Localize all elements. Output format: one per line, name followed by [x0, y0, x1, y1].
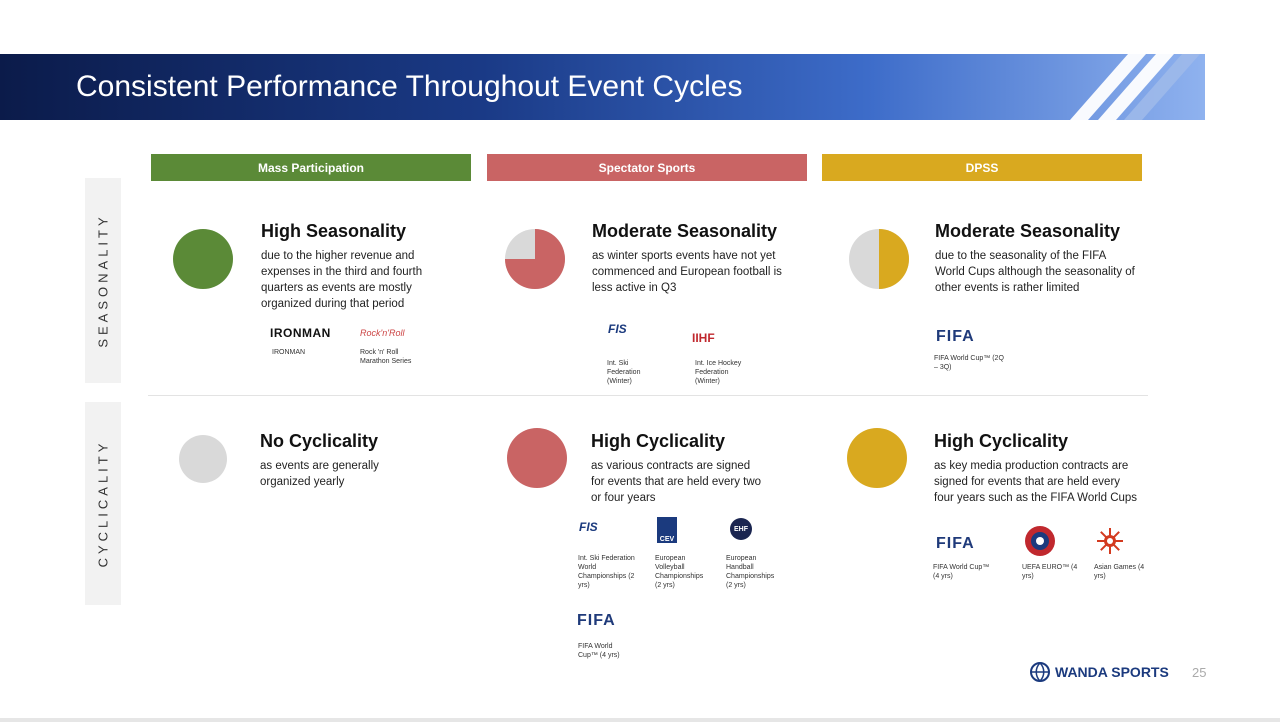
- header-label: DPSS: [965, 160, 999, 175]
- row-divider: [148, 395, 1148, 396]
- rock-n-roll-caption: Rock 'n' Roll Marathon Series: [360, 349, 412, 365]
- cyclicality-indicator-full-dpss: [847, 428, 907, 488]
- rock-n-roll-logo: Rock'n'Roll: [360, 328, 405, 338]
- cev-caption: European Volleyball Championships (2 yrs…: [655, 555, 704, 589]
- uefa-caption: UEFA EURO™ (4 yrs): [1022, 564, 1078, 580]
- header-label: Spectator Sports: [598, 160, 696, 175]
- header-label: Mass Participation: [257, 160, 365, 175]
- seasonality-indicator-three-quarter: [505, 229, 565, 289]
- ehf-logo: EHF: [730, 518, 752, 540]
- seasonality-indicator-full: [173, 229, 233, 289]
- asian-games-logo-icon: [1097, 528, 1123, 554]
- seasonality-desc-dpss: due to the seasonality of the FIFA World…: [935, 250, 1135, 294]
- cyclicality-title-dpss: High Cyclicality: [934, 431, 1069, 451]
- slide-title: Consistent Performance Throughout Event …: [76, 70, 743, 103]
- top-margin: [0, 0, 1280, 52]
- cyclicality-indicator-empty: [179, 435, 227, 483]
- iihf-logo: IIHF: [692, 331, 715, 345]
- fifa-logo: FIFA: [577, 612, 616, 629]
- seasonality-row-label: SEASONALITY: [85, 178, 121, 383]
- seasonality-indicator-half: [849, 229, 909, 289]
- seasonality-title-dpss: Moderate Seasonality: [935, 221, 1121, 241]
- ironman-caption: IRONMAN: [272, 349, 306, 356]
- uefa-logo-icon: [1025, 526, 1055, 556]
- header-mass-participation: Mass Participation: [151, 154, 471, 181]
- fifa-logo: FIFA: [936, 535, 975, 552]
- fifa-logo: FIFA: [936, 328, 975, 345]
- fis-logo: FIS: [608, 322, 627, 336]
- fifa-caption: FIFA World Cup™ (2Q – 3Q): [934, 355, 1004, 371]
- fis-caption: Int. Ski Federation (Winter): [607, 360, 641, 385]
- bottom-border: [0, 718, 1280, 722]
- brand-name: WANDA SPORTS: [1055, 664, 1169, 680]
- brand-logo: WANDA SPORTS: [1030, 662, 1169, 682]
- wanda-globe-icon: [1030, 662, 1050, 682]
- title-banner: Consistent Performance Throughout Event …: [0, 54, 1205, 120]
- seasonality-desc-mass: due to the higher revenue and expenses i…: [261, 250, 423, 310]
- cyclicality-desc-spectator: as various contracts are signed for even…: [591, 460, 762, 504]
- seasonality-title-mass: High Seasonality: [261, 221, 407, 241]
- cyclicality-desc-mass: as events are generally organized yearly: [260, 460, 379, 488]
- fifa-wc-caption: FIFA World Cup™ (4 yrs): [933, 564, 990, 580]
- cev-logo: CEV: [657, 517, 677, 543]
- page-number: 25: [1192, 665, 1207, 680]
- ehf-caption: European Handball Championships (2 yrs): [726, 555, 775, 589]
- cyclicality-row-label: CYCLICALITY: [85, 402, 121, 605]
- cyclicality-title-spectator: High Cyclicality: [591, 431, 726, 451]
- cyclicality-label-text: CYCLICALITY: [95, 439, 111, 568]
- asian-games-caption: Asian Games (4 yrs): [1094, 564, 1145, 580]
- header-spectator-sports: Spectator Sports: [487, 154, 807, 181]
- seasonality-label-text: SEASONALITY: [95, 213, 111, 348]
- cyclicality-indicator-full: [507, 428, 567, 488]
- cyclicality-desc-dpss: as key media production contracts are si…: [934, 460, 1138, 504]
- seasonality-desc-spectator: as winter sports events have not yet com…: [592, 250, 782, 294]
- decorative-stripes-icon: [1070, 54, 1200, 120]
- fis-wc-caption: Int. Ski Federation World Championships …: [578, 555, 635, 589]
- seasonality-title-spectator: Moderate Seasonality: [592, 221, 778, 241]
- ironman-logo: IRONMAN: [270, 326, 331, 340]
- fis-logo: FIS: [579, 520, 598, 534]
- fifa-wc-caption: FIFA World Cup™ (4 yrs): [578, 643, 620, 659]
- header-dpss: DPSS: [822, 154, 1142, 181]
- iihf-caption: Int. Ice Hockey Federation (Winter): [695, 360, 742, 385]
- cyclicality-title-mass: No Cyclicality: [260, 431, 379, 451]
